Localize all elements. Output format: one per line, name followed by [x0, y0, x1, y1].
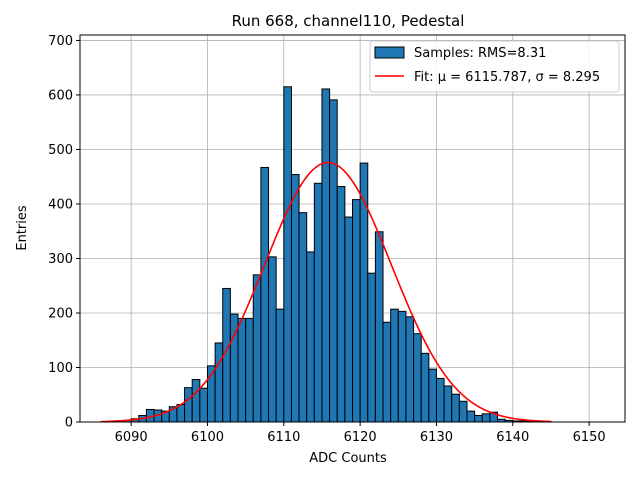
x-tick-label: 6140 [496, 430, 529, 445]
legend-label-samples: Samples: RMS=8.31 [414, 46, 546, 61]
histogram-bar [458, 400, 468, 423]
y-tick-label: 400 [48, 197, 73, 212]
histogram-bar [290, 174, 300, 423]
histogram-bar [268, 256, 277, 423]
legend-swatch-samples [374, 46, 405, 59]
legend: Samples: RMS=8.31 Fit: μ = 6115.787, σ =… [369, 40, 620, 93]
histogram-bar [352, 199, 361, 423]
x-tick-label: 6100 [191, 430, 224, 445]
histogram-bar [199, 387, 208, 423]
x-tick-label: 6130 [420, 430, 453, 445]
x-tick-label: 6090 [115, 430, 148, 445]
histogram-bar [344, 216, 353, 423]
histogram-bar [313, 182, 323, 423]
histogram-bar [275, 308, 285, 423]
legend-box [369, 40, 620, 93]
plot-area-frame [79, 34, 626, 423]
histogram-bar [214, 342, 224, 423]
x-tick-label: 6110 [267, 430, 300, 445]
x-tick-label: 6150 [573, 430, 606, 445]
histogram-bar [367, 272, 376, 423]
histogram-bar [405, 316, 415, 423]
y-tick-label: 100 [48, 361, 73, 376]
y-tick-label: 300 [48, 252, 73, 267]
fit-curve-layer [100, 161, 551, 423]
histogram-bar [329, 99, 338, 423]
histogram-bar [481, 413, 491, 423]
legend-label-fit: Fit: μ = 6115.787, σ = 8.295 [414, 70, 600, 85]
y-axis-title: Entries [15, 205, 30, 251]
chart-title: Run 668, channel110, Pedestal [232, 12, 465, 30]
histogram-bar [466, 410, 476, 423]
y-tick-label: 700 [48, 34, 73, 49]
x-axis-ticks: 6090 6100 6110 6120 6130 6140 6150 [115, 422, 606, 445]
histogram-bar [428, 368, 437, 423]
histogram-bar [283, 86, 292, 423]
gaussian-fit-line [100, 161, 551, 423]
x-axis-title: ADC Counts [309, 451, 387, 466]
histogram-bar [336, 186, 346, 423]
histogram-bar [474, 414, 483, 423]
y-tick-label: 500 [48, 143, 73, 158]
histogram-bar [260, 166, 270, 423]
histogram-bar [237, 317, 247, 423]
histogram-bar [390, 308, 399, 423]
histogram-bar [420, 352, 430, 423]
histogram-bar [435, 377, 445, 423]
y-tick-label: 600 [48, 88, 73, 103]
x-tick-label: 6120 [344, 430, 377, 445]
histogram-bar [443, 385, 453, 423]
histogram-bar [191, 378, 201, 423]
y-axis-ticks: 0 100 200 300 400 500 600 700 [48, 34, 80, 431]
histogram-bar [306, 251, 315, 423]
y-tick-label: 200 [48, 306, 73, 321]
histogram-bar [451, 393, 460, 423]
histogram-bar [413, 333, 422, 423]
histogram-bar [382, 321, 392, 423]
histogram-bar [245, 317, 254, 423]
histogram-bar [321, 88, 331, 423]
histogram-bar [374, 231, 384, 423]
histogram-bar [184, 387, 193, 423]
y-tick-label: 0 [65, 416, 73, 431]
histogram-bar [397, 310, 407, 423]
histogram-bar [298, 212, 308, 423]
histogram-bar [252, 274, 262, 423]
